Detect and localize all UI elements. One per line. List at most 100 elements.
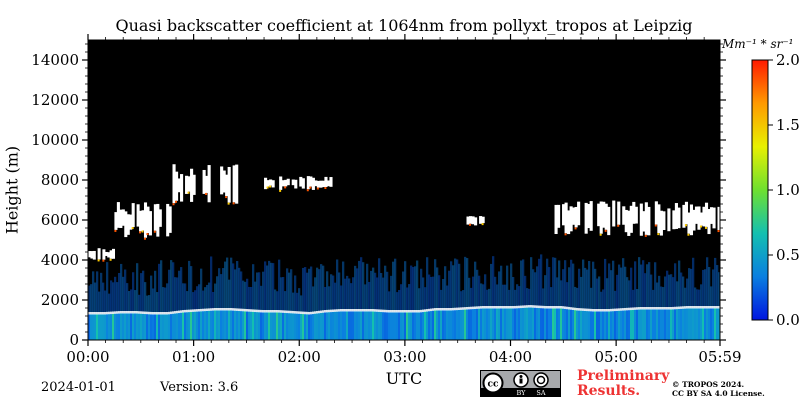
cloud-cell [124, 211, 128, 238]
cloud-cell [279, 176, 283, 190]
y-tick-label: 14000 [31, 51, 79, 69]
cloud-cell [316, 180, 320, 188]
cloud-cell [647, 206, 651, 236]
date-label: 2024-01-01 [41, 380, 116, 395]
cloud-cell [639, 203, 643, 236]
cloud-cell [677, 207, 681, 229]
cloud-cell [572, 207, 576, 225]
cloud-cell [329, 177, 333, 187]
cloud-cell [284, 179, 288, 187]
cloud-cell [107, 252, 111, 258]
cloud-cell [707, 209, 711, 235]
x-tick-label: 04:00 [489, 348, 532, 366]
y-tick-label: 2000 [41, 291, 79, 309]
cloud-cell [192, 174, 196, 195]
cloud-cell [143, 202, 148, 238]
cloud-cell [584, 202, 588, 234]
cloud-cell [92, 250, 96, 260]
x-tick-label: 05:00 [595, 348, 638, 366]
cloud-cell [269, 179, 273, 186]
cloud-cell [642, 211, 646, 232]
cloud-cell [129, 214, 133, 230]
cloud-cell [569, 206, 573, 232]
cloud-cell [674, 203, 678, 229]
cloud-cell [694, 206, 699, 224]
cloud-cell [306, 176, 310, 190]
cloud-cell [697, 206, 701, 230]
cloud-cell [662, 211, 666, 231]
cloud-cell [699, 212, 704, 226]
cloud-cell [717, 206, 721, 231]
cloud-cell [587, 203, 591, 229]
x-tick-label: 01:00 [172, 348, 215, 366]
cloud-cell [205, 175, 209, 193]
cloud-cell [709, 207, 714, 224]
badge-by-text: BY [517, 389, 527, 396]
cloud-cell [612, 200, 616, 227]
cloud-cell [294, 179, 298, 189]
cloud-cell [684, 201, 689, 225]
cloud-cell [689, 204, 694, 236]
cloud-cell [141, 210, 145, 231]
cloud-cell [599, 201, 603, 234]
cloud-cell [104, 251, 108, 256]
cloud-cell [225, 174, 229, 197]
x-tick-label: 00:00 [66, 348, 109, 366]
cloud-cell [654, 201, 658, 225]
cloud-cell [185, 175, 189, 194]
cloud-cell [632, 201, 636, 224]
cloud-cell [177, 178, 181, 193]
cloud-cell [153, 204, 157, 231]
cc-license-badge: cc BY SA [480, 370, 561, 397]
cloud-cell [624, 209, 628, 233]
y-tick-label: 6000 [41, 211, 79, 229]
cloud-cell [577, 201, 581, 226]
cloud-cell [702, 206, 706, 227]
colorbar [751, 59, 769, 321]
cloud-cell [158, 209, 162, 227]
sa-icon [533, 372, 549, 388]
cloud-cell [319, 180, 323, 188]
cloud-cell [168, 206, 172, 233]
cloud-cell [97, 248, 101, 260]
cloud-cell [102, 249, 106, 260]
cloud-cell [112, 248, 116, 259]
colorbar-tick-label: 1.5 [776, 116, 800, 134]
cloud-cell [597, 203, 601, 227]
cloud-cell [180, 174, 184, 202]
chart-title: Quasi backscatter coefficient at 1064nm … [115, 16, 693, 35]
cloud-cell [264, 177, 268, 190]
x-axis-label: UTC [385, 369, 423, 388]
cloud-cell [232, 165, 236, 203]
cloud-cell [309, 176, 313, 187]
cloud-cell [301, 178, 305, 189]
y-tick-label: 12000 [31, 91, 79, 109]
cloud-cell [227, 166, 231, 203]
cloud-cell [314, 180, 318, 187]
cloud-cell [121, 209, 125, 226]
cloud-cell [567, 210, 571, 235]
cloud-cell [672, 210, 676, 230]
x-tick-label: 05:59 [698, 348, 741, 366]
cloud-cell [617, 201, 621, 225]
cloud-cell [622, 206, 626, 225]
y-tick-label: 0 [69, 331, 79, 349]
cloud-cell [589, 201, 593, 231]
cloud-cell [627, 210, 631, 236]
cloud-cell [166, 203, 170, 237]
cloud-layers [88, 164, 721, 262]
cloud-cell [326, 180, 331, 187]
cloud-cell [471, 216, 475, 225]
cloud-cell [564, 202, 568, 234]
cloud-cell [88, 251, 91, 258]
x-tick-label: 03:00 [383, 348, 426, 366]
cloud-cell [659, 210, 663, 236]
cloud-cell [704, 202, 709, 227]
cloud-cell [474, 217, 478, 226]
cloud-cell [139, 210, 143, 232]
cloud-cell [90, 251, 94, 259]
badge-sa-text: SA [536, 389, 545, 396]
boundary-layer-field [88, 254, 721, 340]
cloud-cell [131, 203, 135, 228]
cloud-cell [687, 212, 691, 234]
